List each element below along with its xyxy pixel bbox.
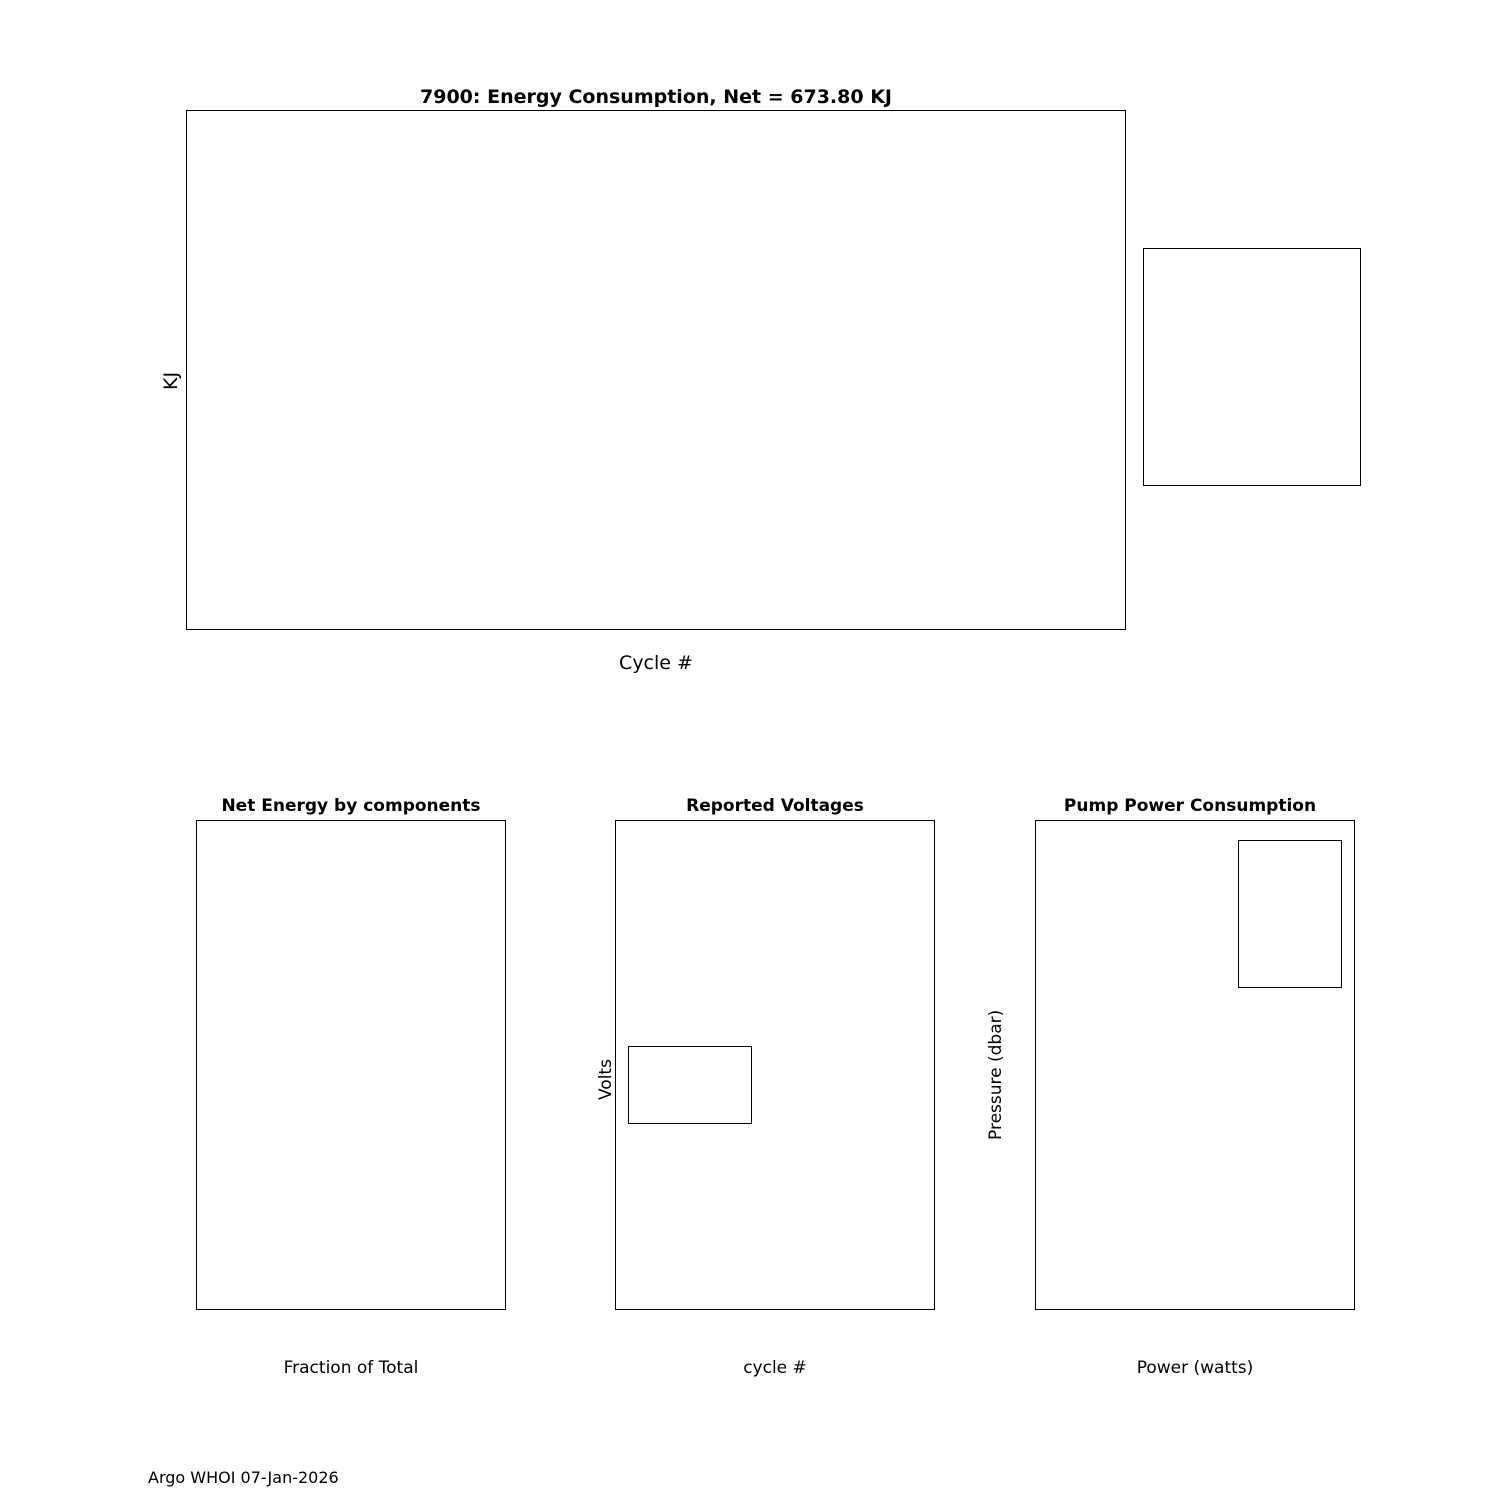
energy-consumption-panel: 7900: Energy Consumption, Net = 673.80 K… bbox=[0, 0, 1500, 720]
reported-voltages-panel: Reported Voltages Volts cycle # bbox=[0, 780, 980, 1400]
footer-text: Argo WHOI 07-Jan-2026 bbox=[148, 1468, 339, 1487]
voltages-chart-title: Reported Voltages bbox=[686, 796, 864, 816]
components-plot-area bbox=[196, 820, 506, 1310]
pump-legend bbox=[1238, 840, 1342, 988]
voltages-legend bbox=[628, 1046, 752, 1124]
main-plot-area bbox=[186, 110, 1126, 630]
main-y-axis-label: KJ bbox=[160, 371, 182, 390]
main-chart-legend bbox=[1143, 248, 1361, 486]
pump-y-axis-label: Pressure (dbar) bbox=[986, 1009, 1006, 1140]
pump-chart-title: Pump Power Consumption bbox=[1063, 796, 1317, 816]
voltages-x-axis-label: cycle # bbox=[743, 1358, 807, 1378]
net-energy-components-panel: Net Energy by components Fraction of Tot… bbox=[0, 780, 520, 1400]
main-x-axis-label: Cycle # bbox=[619, 652, 693, 674]
pump-power-panel: Pump Power Consumption Pressure (dbar) P… bbox=[0, 780, 1440, 1400]
components-chart-title: Net Energy by components bbox=[221, 796, 481, 816]
main-chart-title: 7900: Energy Consumption, Net = 673.80 K… bbox=[420, 86, 892, 108]
pump-x-axis-label: Power (watts) bbox=[1136, 1358, 1254, 1378]
components-x-axis-label: Fraction of Total bbox=[283, 1358, 419, 1378]
